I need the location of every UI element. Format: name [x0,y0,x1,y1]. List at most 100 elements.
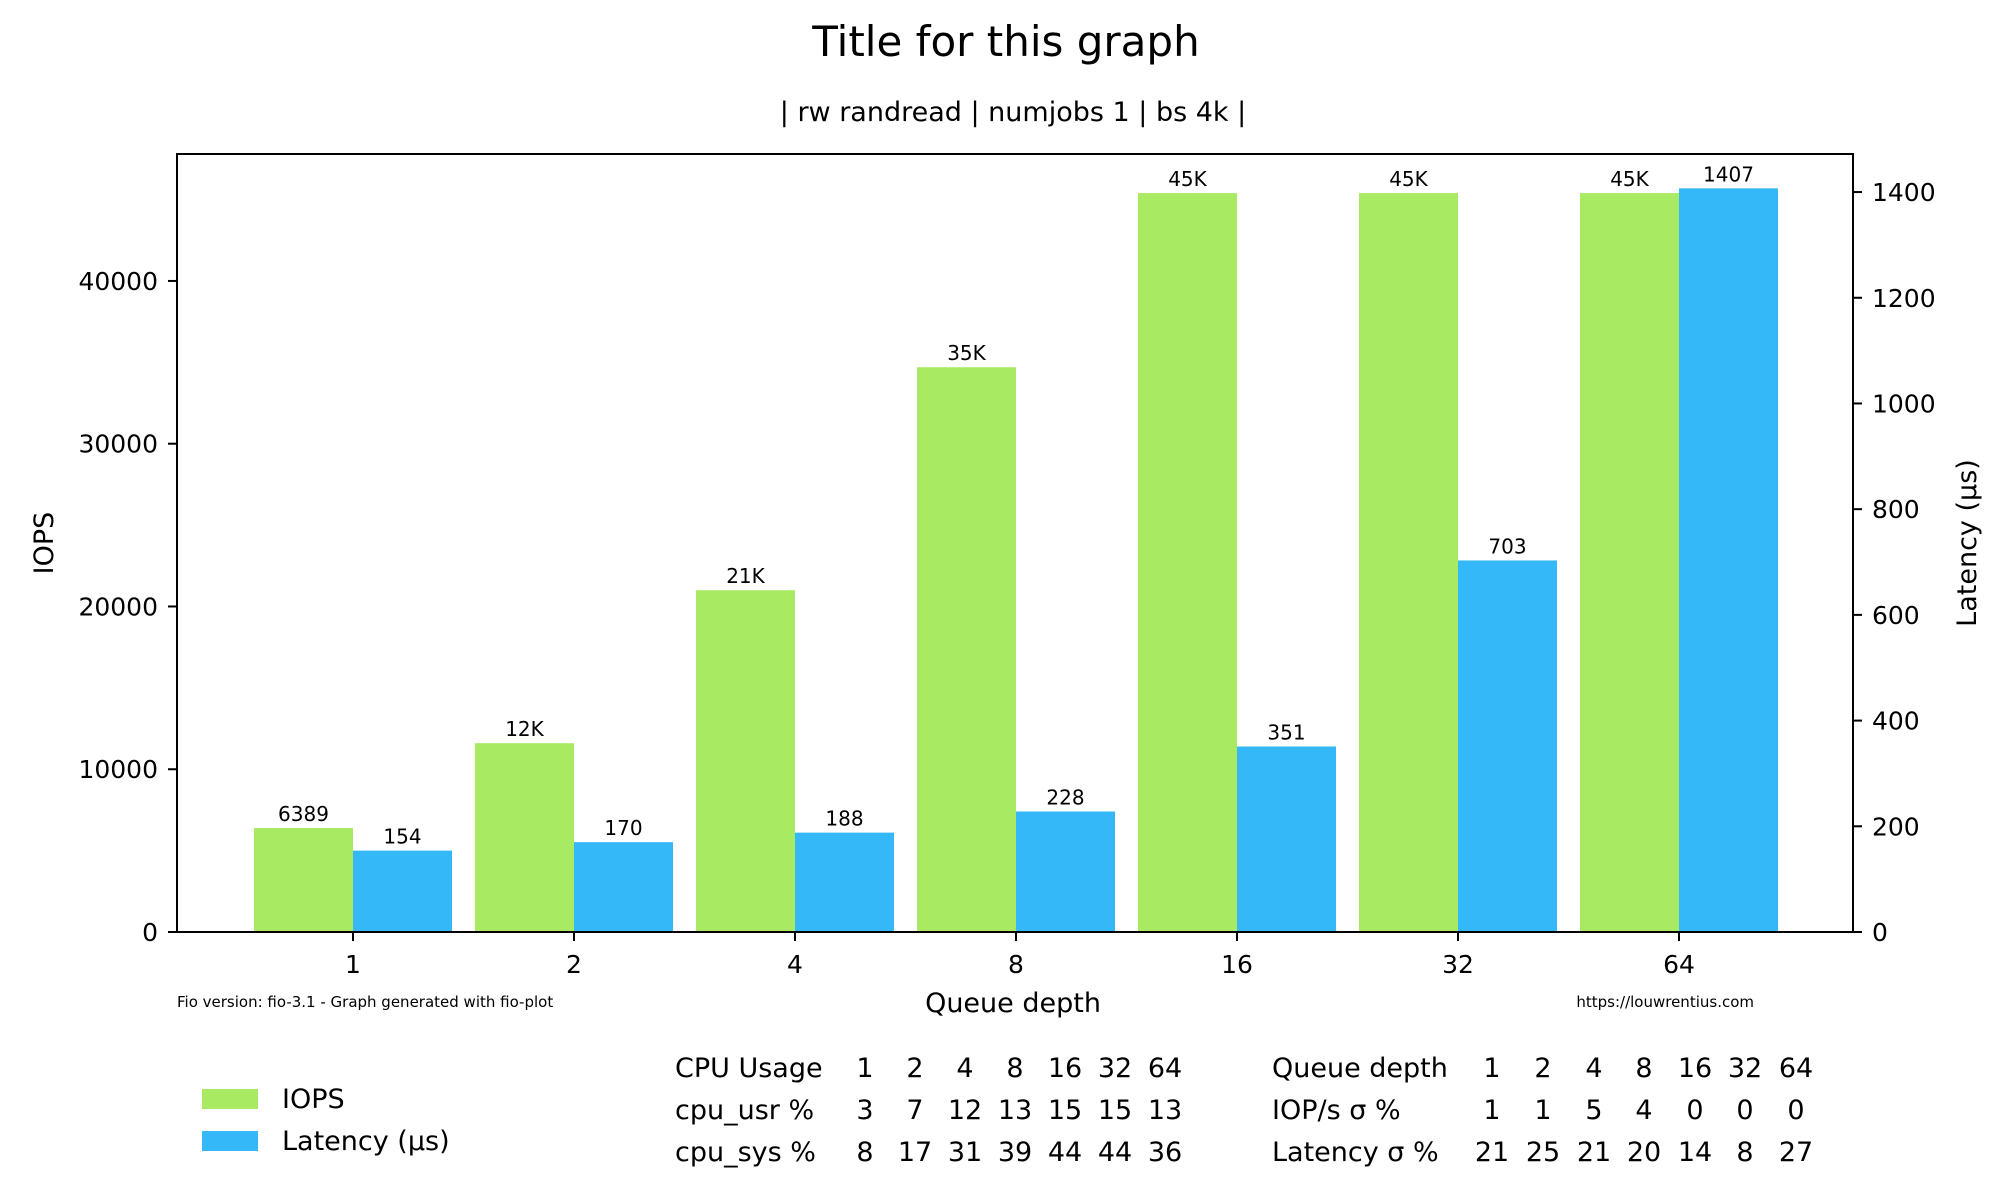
stddev-table-cell: 0 [1686,1095,1703,1126]
y2-tick-label: 400 [1872,707,1920,736]
y-axis-label: IOPS [29,512,60,575]
stddev-table-header: 1 [1483,1053,1500,1084]
x-tick-label: 8 [1008,950,1024,979]
cpu-table-header: 4 [956,1053,973,1084]
legend: IOPS Latency (µs) [202,1084,450,1157]
y2-tick-label: 800 [1872,495,1920,524]
x-axis: 1 2 4 8 16 32 64 [345,932,1695,979]
bar-iops-qd-8 [917,367,1016,933]
cpu-table-cell: 44 [1048,1137,1082,1168]
bar-latency-qd-4 [795,832,894,932]
bar-label-latency-qd-64: 1407 [1703,162,1754,186]
cpu-table-cell: cpu_sys % [675,1137,816,1168]
stddev-table-cell: 0 [1736,1095,1753,1126]
cpu-table-header: CPU Usage [675,1053,823,1084]
bar-label-iops-qd-32: 45K [1389,167,1428,191]
legend-label-iops: IOPS [282,1084,345,1115]
bar-iops-qd-64 [1580,193,1679,933]
cpu-table-header: 32 [1098,1053,1132,1084]
cpu-table-cell: 44 [1098,1137,1132,1168]
cpu-table-cell: 36 [1148,1137,1182,1168]
bar-label-iops-qd-16: 45K [1168,167,1207,191]
bar-label-iops-qd-2: 12K [505,717,544,741]
x-tick-label: 2 [566,950,582,979]
stddev-table: Queue depth 1 2 4 8 16 32 64 IOP/s σ % 1 1 5 4 0 0 0 Lat… [1272,1053,1813,1168]
cpu-table-cell: 3 [856,1095,873,1126]
y2-tick-label: 0 [1872,918,1888,947]
y2-tick-label: 1400 [1872,178,1936,207]
footnote-right: https://louwrentius.com [1576,993,1754,1011]
bar-label-iops-qd-64: 45K [1610,167,1649,191]
cpu-table-header: 1 [856,1053,873,1084]
y2-tick-label: 1200 [1872,284,1936,313]
bar-latency-qd-1 [353,850,452,932]
stddev-table-cell: IOP/s σ % [1272,1095,1401,1126]
cpu-table-cell: 31 [948,1137,982,1168]
y-tick-label: 0 [142,918,158,947]
bar-latency-qd-8 [1016,811,1115,932]
cpu-table-cell: 15 [1098,1095,1132,1126]
bar-label-latency-qd-1: 154 [383,825,421,849]
legend-swatch-iops [202,1089,258,1109]
y-tick-label: 30000 [78,430,158,459]
cpu-table-header: 16 [1048,1053,1082,1084]
bar-latency-qd-2 [574,842,673,932]
cpu-table-cell: 39 [998,1137,1032,1168]
stddev-table-cell: Latency σ % [1272,1137,1439,1168]
stddev-table-cell: 21 [1475,1137,1509,1168]
stddev-table-cell: 14 [1678,1137,1712,1168]
bars-group [254,188,1778,933]
y-axis-left: 0 10000 20000 30000 40000 [78,267,177,947]
stddev-table-cell: 27 [1779,1137,1813,1168]
stddev-table-header: 8 [1635,1053,1652,1084]
bar-label-iops-qd-1: 6389 [278,802,329,826]
stddev-table-cell: 0 [1787,1095,1804,1126]
bar-iops-qd-16 [1138,193,1237,933]
bar-label-latency-qd-2: 170 [604,816,642,840]
bar-iops-qd-4 [696,590,795,932]
cpu-table-cell: 17 [898,1137,932,1168]
x-tick-label: 4 [787,950,803,979]
y-tick-label: 40000 [78,267,158,296]
cpu-table-header: 64 [1148,1053,1182,1084]
stddev-table-header: 2 [1534,1053,1551,1084]
x-tick-label: 1 [345,950,361,979]
stddev-table-cell: 5 [1585,1095,1602,1126]
stddev-table-header: 32 [1728,1053,1762,1084]
y2-tick-label: 200 [1872,812,1920,841]
bar-iops-qd-1 [254,828,353,932]
stddev-table-cell: 1 [1534,1095,1551,1126]
chart-subtitle: | rw randread | numjobs 1 | bs 4k | [780,97,1246,128]
cpu-table-cell: 13 [1148,1095,1182,1126]
cpu-table-cell: 7 [906,1095,923,1126]
x-tick-label: 16 [1221,950,1253,979]
cpu-table-cell: 13 [998,1095,1032,1126]
y-axis-right: 0 200 400 600 800 1000 1200 1400 [1853,178,1936,947]
chart-title: Title for this graph [811,17,1199,66]
stddev-table-header: 64 [1779,1053,1813,1084]
bar-label-latency-qd-8: 228 [1046,785,1084,809]
bar-latency-qd-64 [1679,188,1778,932]
bar-label-iops-qd-4: 21K [726,564,765,588]
stddev-table-cell: 25 [1526,1137,1560,1168]
stddev-table-cell: 20 [1627,1137,1661,1168]
y2-axis-label: Latency (µs) [1952,459,1983,627]
stddev-table-header: 16 [1678,1053,1712,1084]
stddev-table-cell: 4 [1635,1095,1652,1126]
bar-labels-group: 6389 154 12K 170 21K 188 35K 228 45K 351 45K 703 45K… [278,162,1754,848]
x-tick-label: 32 [1442,950,1474,979]
footnote-left: Fio version: fio-3.1 - Graph generated w… [177,993,553,1011]
cpu-table-cell: 12 [948,1095,982,1126]
bar-latency-qd-16 [1237,746,1336,932]
bar-label-iops-qd-8: 35K [947,341,986,365]
stddev-table-cell: 21 [1577,1137,1611,1168]
bar-label-latency-qd-4: 188 [825,807,863,831]
y-tick-label: 10000 [78,755,158,784]
cpu-table-cell: 15 [1048,1095,1082,1126]
stddev-table-cell: 1 [1483,1095,1500,1126]
y-tick-label: 20000 [78,592,158,621]
stddev-table-header: 4 [1585,1053,1602,1084]
x-axis-label: Queue depth [925,988,1101,1019]
cpu-table-header: 2 [906,1053,923,1084]
